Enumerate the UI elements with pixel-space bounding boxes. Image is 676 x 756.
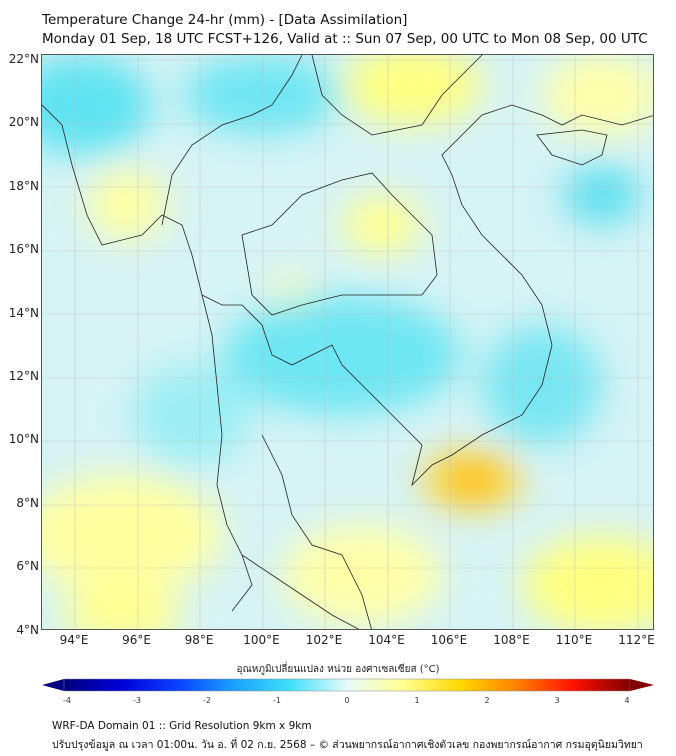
lon-label: 102°E [305, 633, 343, 647]
footer-credit: ปรับปรุงข้อมูล ณ เวลา 01:00น. วัน อ. ที่… [52, 739, 643, 751]
lon-label: 104°E [368, 633, 405, 647]
lon-label: 94°E [59, 633, 89, 647]
colorbar-tick-label: -2 [203, 696, 211, 705]
lat-label: 14°N [8, 305, 39, 320]
lat-label: 10°N [8, 432, 39, 447]
colorbar-tick-label: 3 [554, 696, 560, 705]
temperature-change-map [41, 54, 654, 630]
lat-label: 8°N [16, 495, 39, 510]
lon-label: 110°E [555, 633, 593, 647]
lat-label: 4°N [16, 622, 39, 637]
map-subtitle: Monday 01 Sep, 18 UTC FCST+126, Valid at… [42, 31, 648, 47]
lon-label: 108°E [493, 633, 530, 647]
lat-label: 18°N [8, 178, 39, 193]
footer-model-info: WRF-DA Domain 01 :: Grid Resolution 9km … [52, 720, 312, 732]
lat-label: 6°N [16, 559, 39, 574]
colorbar-tick-label: -1 [273, 696, 281, 705]
lon-label: 98°E [184, 633, 214, 647]
map-field [42, 55, 653, 629]
colorbar-tick-label: 1 [414, 696, 420, 705]
colorbar [42, 678, 654, 692]
colorbar-tick-label: -3 [133, 696, 141, 705]
colorbar-arrow-low [42, 679, 64, 691]
lat-label: 12°N [8, 369, 39, 383]
lon-label: 106°E [430, 633, 468, 647]
lon-label: 96°E [122, 633, 151, 647]
temperature-field [42, 55, 653, 629]
colorbar-tick-label: -4 [63, 696, 71, 705]
coastlines-borders [42, 55, 653, 629]
colorbar-title: อุณหภูมิเปลี่ยนแปลง หน่วย องศาเซลเซียส (… [236, 664, 440, 675]
lat-label: 20°N [8, 115, 39, 130]
colorbar-tick-label: 2 [484, 696, 490, 705]
lon-label: 100°E [243, 633, 280, 647]
map-title: Temperature Change 24-hr (mm) - [Data As… [42, 12, 408, 28]
lon-label: 112°E [618, 633, 655, 647]
colorbar-arrow-high [630, 679, 654, 691]
colorbar-tick-label: 4 [624, 696, 630, 705]
colorbar-tick-label: 0 [344, 696, 350, 705]
colorbar-bar [63, 678, 631, 692]
lat-label: 16°N [8, 242, 39, 257]
lat-label: 22°N [8, 52, 39, 66]
graticule [42, 55, 653, 629]
